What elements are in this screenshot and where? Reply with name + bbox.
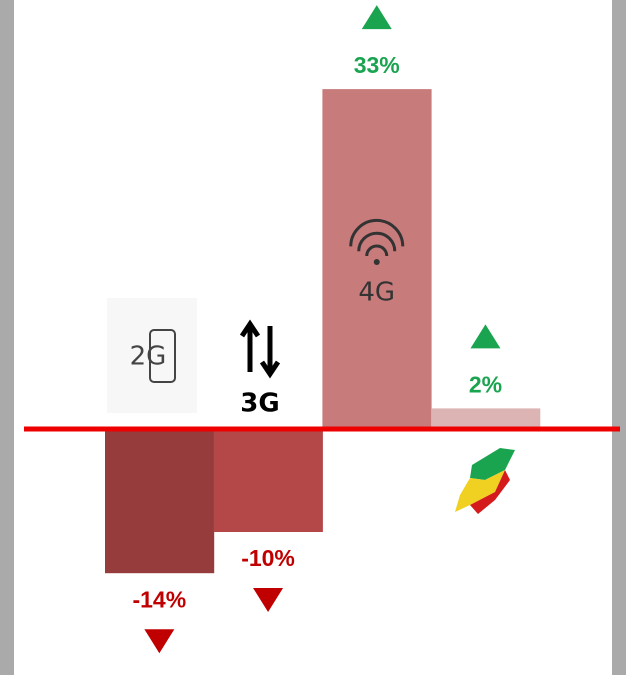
- wifi-arc: [349, 218, 405, 247]
- bar: [105, 429, 215, 574]
- value-label: -14%: [132, 586, 186, 612]
- value-label: 2%: [469, 371, 502, 397]
- wifi-arc: [357, 231, 397, 252]
- down-triangle: [253, 588, 284, 612]
- map-red: [470, 470, 510, 514]
- up-triangle: [470, 324, 501, 349]
- down-triangle: [144, 629, 175, 654]
- icon-box: [107, 298, 197, 413]
- value-label: -10%: [241, 545, 295, 571]
- icon-label: 3G: [240, 389, 279, 419]
- wifi-arc: [365, 244, 389, 257]
- right-border: [612, 0, 626, 675]
- zero-line: [24, 426, 620, 432]
- icon-label: 2G: [130, 342, 167, 372]
- value-label: 33%: [354, 52, 400, 78]
- phone-outline: [149, 329, 176, 383]
- left-border: [0, 0, 14, 675]
- up-triangle: [361, 5, 392, 30]
- arrows-icon: [239, 319, 281, 379]
- bar: [213, 429, 323, 532]
- wifi-dot: [373, 259, 380, 265]
- icon-label: 4G: [358, 278, 395, 308]
- map-yellow: [455, 470, 505, 512]
- map-green: [470, 448, 515, 480]
- bar: [431, 408, 541, 429]
